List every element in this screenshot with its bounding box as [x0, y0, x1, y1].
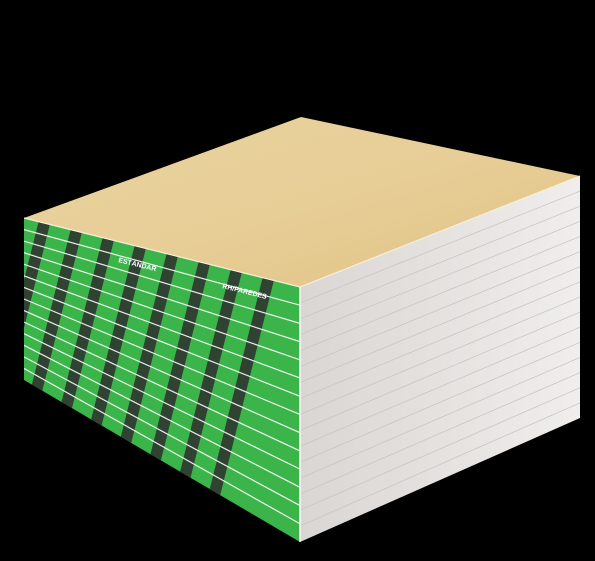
- sheet-line: [24, 344, 300, 488]
- sheet-edge-lines: [300, 190, 580, 527]
- edge-stripe: [192, 218, 294, 542]
- side-sheet-line: [300, 357, 580, 479]
- sheet-line: [24, 356, 300, 507]
- sheet-line: [24, 333, 300, 470]
- side-sheet-line: [300, 402, 580, 527]
- sheet-line: [24, 286, 300, 397]
- sheet-line: [24, 367, 300, 525]
- sheet-line: [24, 263, 300, 361]
- edge-stripe: [0, 200, 22, 560]
- sheet-line: [24, 275, 300, 379]
- top-face: [24, 117, 580, 287]
- edge-stripe: [158, 218, 260, 542]
- side-sheet-line: [300, 236, 580, 352]
- sheet-line: [24, 298, 300, 416]
- side-sheet-line: [300, 372, 580, 495]
- sheet-line: [24, 228, 300, 306]
- edge-sheet-lines: [24, 228, 300, 525]
- sheet-line: [24, 310, 300, 434]
- side-sheet-line: [300, 311, 580, 431]
- side-sheet-line: [300, 296, 580, 415]
- side-sheet-line: [300, 205, 580, 320]
- side-sheet-line: [300, 281, 580, 399]
- side-sheet-line: [300, 266, 580, 383]
- side-face: [300, 176, 580, 542]
- side-sheet-line: [300, 221, 580, 336]
- side-sheet-line: [300, 190, 580, 304]
- sheet-line: [24, 240, 300, 325]
- sheet-line: [24, 321, 300, 452]
- side-sheet-line: [300, 326, 580, 447]
- sheet-line: [24, 252, 300, 343]
- side-sheet-line: [300, 387, 580, 511]
- edge-stripe: [24, 218, 90, 542]
- side-sheet-line: [300, 251, 580, 368]
- side-sheet-line: [300, 342, 580, 463]
